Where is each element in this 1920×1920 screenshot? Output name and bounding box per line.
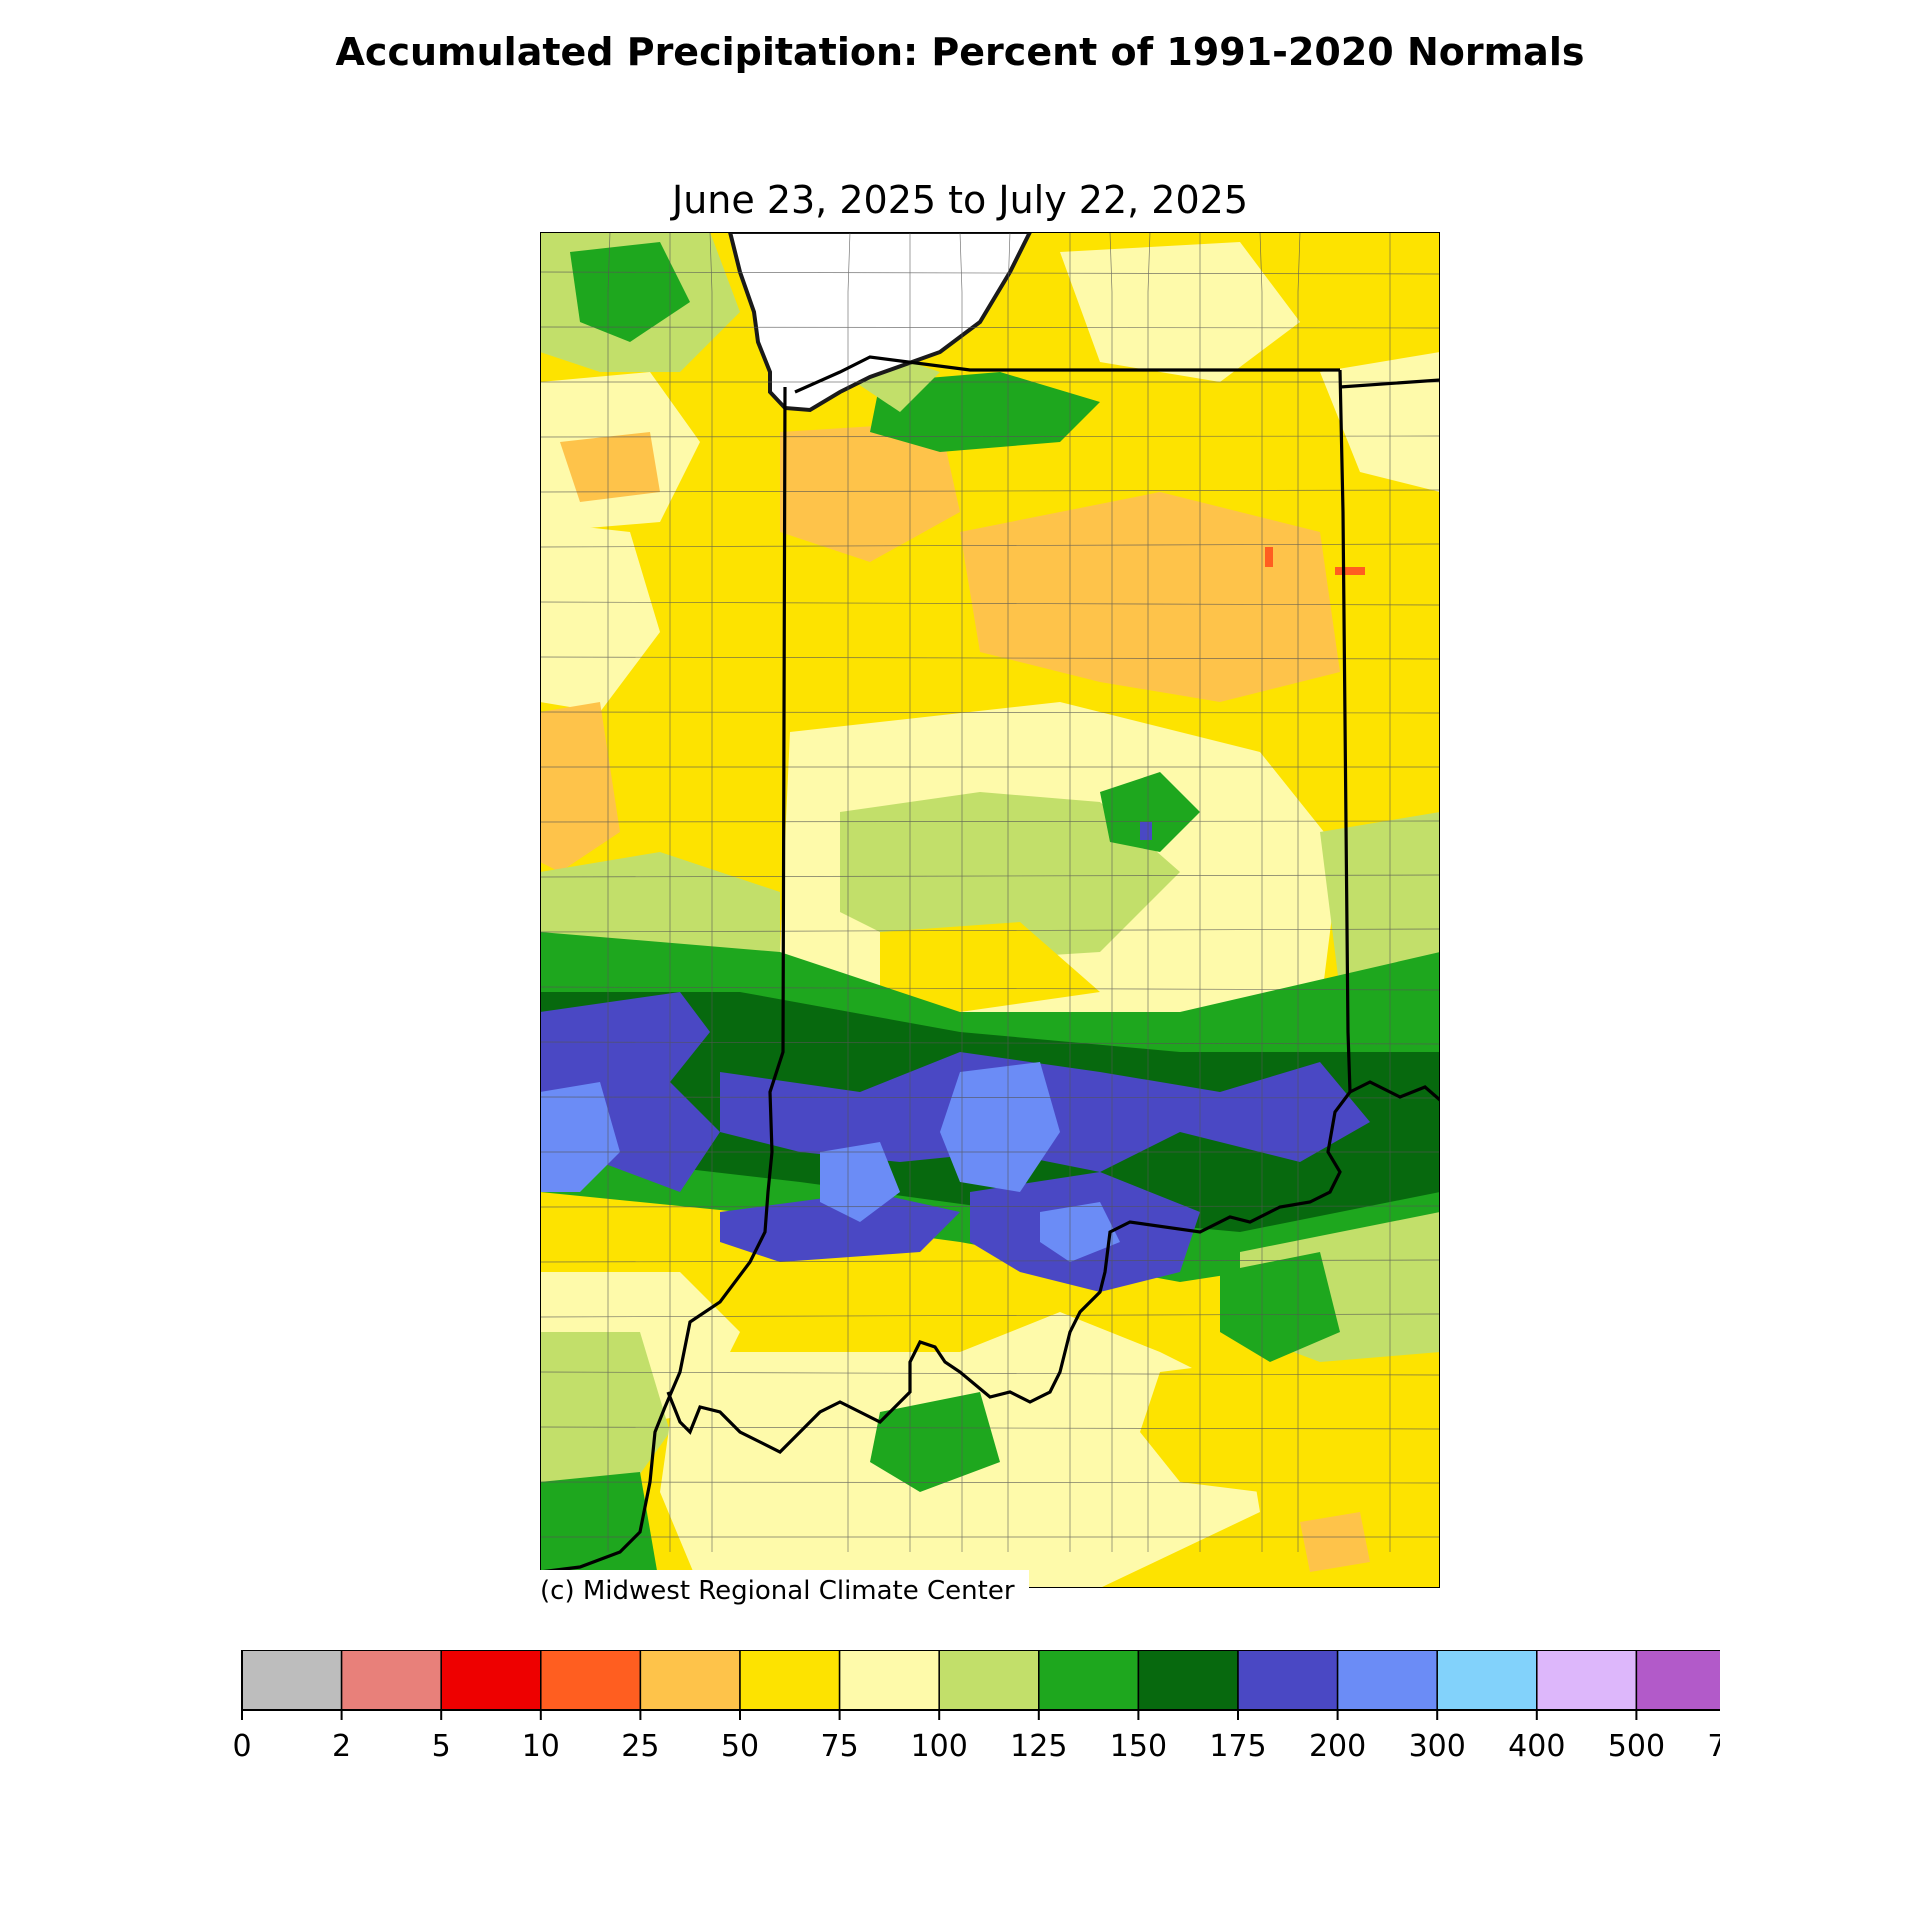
county-line: [540, 543, 1440, 548]
county-line: [540, 928, 1440, 933]
county-line: [540, 1259, 1440, 1263]
county-line: [1297, 232, 1301, 1552]
indiana-north-border: [794, 355, 1340, 394]
region-southwest-green: [540, 1472, 660, 1588]
county-line: [959, 232, 963, 1552]
legend-frame: [241, 1650, 1720, 1711]
region-east-lightgreen: [1320, 812, 1440, 992]
region-darkgreen-northwest: [570, 242, 690, 342]
region-lightblue-central: [940, 1062, 1060, 1192]
legend-tick-label: 150: [1110, 1729, 1167, 1764]
legend-tick-label: 5: [432, 1729, 451, 1764]
ohio-michigan-border: [1339, 378, 1440, 389]
legend-tick-label: 0: [232, 1729, 251, 1764]
region-red-pocket-2: [1265, 547, 1273, 567]
legend-tick-label: 25: [621, 1729, 659, 1764]
county-line: [540, 874, 1440, 878]
page-title: Accumulated Precipitation: Percent of 19…: [335, 30, 1585, 74]
county-line: [540, 271, 1440, 275]
legend-swatch-100-125: [938, 1650, 1040, 1711]
legend-swatch-5-10: [440, 1650, 542, 1711]
region-central-yellow-south: [880, 922, 1100, 1012]
legend-swatch-0-2: [241, 1650, 343, 1711]
ohio-river: [666, 1080, 1440, 1454]
county-line: [709, 232, 713, 1552]
region-kentucky-green-south: [870, 1392, 1000, 1492]
legend-tick-label: 50: [721, 1729, 759, 1764]
region-orange-northwest: [560, 432, 660, 502]
legend-swatch-150-175: [1137, 1650, 1239, 1711]
region-kentucky-green: [1220, 1252, 1340, 1362]
lake-michigan: [727, 232, 1033, 413]
region-kentucky-orange: [1300, 1512, 1370, 1572]
legend-swatch-175-200: [1237, 1650, 1339, 1711]
state-borders: [540, 355, 1440, 1574]
county-line: [540, 656, 1440, 660]
county-line: [1147, 232, 1151, 1552]
county-line: [540, 1096, 1440, 1099]
legend-tick-label: 10: [522, 1729, 560, 1764]
county-line: [540, 489, 1440, 493]
region-blue-south-west: [720, 1192, 960, 1262]
region-green-north-central: [870, 372, 1100, 452]
region-lightblue-west: [540, 1082, 620, 1192]
legend-tick-label: 125: [1010, 1729, 1067, 1764]
region-orange-north-central: [780, 422, 960, 562]
precipitation-map: [540, 232, 1440, 1588]
legend-tick-label: 300: [1409, 1729, 1466, 1764]
region-central-lightgreen: [840, 792, 1180, 962]
region-lightblue-south: [820, 1142, 900, 1222]
legend-tick-label: 100: [911, 1729, 968, 1764]
county-line: [540, 1041, 1440, 1045]
legend-swatch-500-750: [1635, 1650, 1720, 1711]
county-line: [540, 1313, 1440, 1318]
region-kentucky-yellow: [1140, 1362, 1300, 1492]
legend-swatch-50-75: [739, 1650, 841, 1711]
region-central-green-patch: [1100, 772, 1200, 852]
county-lines: [540, 232, 1440, 1552]
legend-swatch-75-100: [838, 1650, 940, 1711]
legend-tick-label: 175: [1209, 1729, 1266, 1764]
county-line: [540, 601, 1440, 606]
legend-tick-label: 500: [1608, 1729, 1665, 1764]
legend-swatch-400-500: [1536, 1650, 1638, 1711]
county-line: [540, 435, 1440, 438]
region-orange-west: [540, 702, 620, 872]
region-light-yellow-west: [540, 522, 660, 712]
region-red-pocket: [1335, 567, 1365, 575]
county-line: [540, 1426, 1440, 1430]
indiana-west-border: [540, 386, 787, 1574]
legend-swatch-125-150: [1038, 1650, 1140, 1711]
region-kentucky-yellow-2: [1300, 1332, 1440, 1562]
county-line: [1109, 232, 1113, 1552]
legend-swatch-300-400: [1436, 1650, 1538, 1711]
credit-label: (c) Midwest Regional Climate Center: [540, 1570, 1029, 1612]
county-line: [540, 711, 1440, 714]
legend-tick-label: 75: [821, 1729, 859, 1764]
county-line: [540, 820, 1440, 823]
date-range-subtitle: June 23, 2025 to July 22, 2025: [672, 178, 1248, 222]
county-line: [1007, 232, 1011, 1552]
legend-tick-label: 400: [1508, 1729, 1565, 1764]
county-line: [540, 1371, 1440, 1376]
county-line: [847, 232, 851, 1552]
legend-tick-label: 200: [1309, 1729, 1366, 1764]
county-line: [540, 326, 1440, 329]
legend-colorbar: 02510255075100125150175200300400500750: [232, 1650, 1720, 1764]
county-line: [540, 986, 1440, 991]
legend-swatch-2-5: [340, 1650, 442, 1711]
county-line: [607, 232, 611, 1552]
legend-tick-label: 2: [332, 1729, 351, 1764]
region-light-yellow-northeast: [1060, 242, 1300, 382]
legend-swatch-25-50: [639, 1650, 741, 1711]
legend-swatch-200-300: [1336, 1650, 1438, 1711]
legend-tick-label: 750: [1707, 1729, 1720, 1764]
county-line: [540, 1481, 1440, 1484]
region-central-blue-dot: [1140, 822, 1152, 840]
region-lightblue-southeast: [1040, 1202, 1120, 1262]
county-line: [1259, 232, 1263, 1552]
legend-swatch-10-25: [540, 1650, 642, 1711]
region-southwest-lightgreen: [540, 1332, 670, 1502]
indiana-east-border: [1338, 369, 1352, 1093]
